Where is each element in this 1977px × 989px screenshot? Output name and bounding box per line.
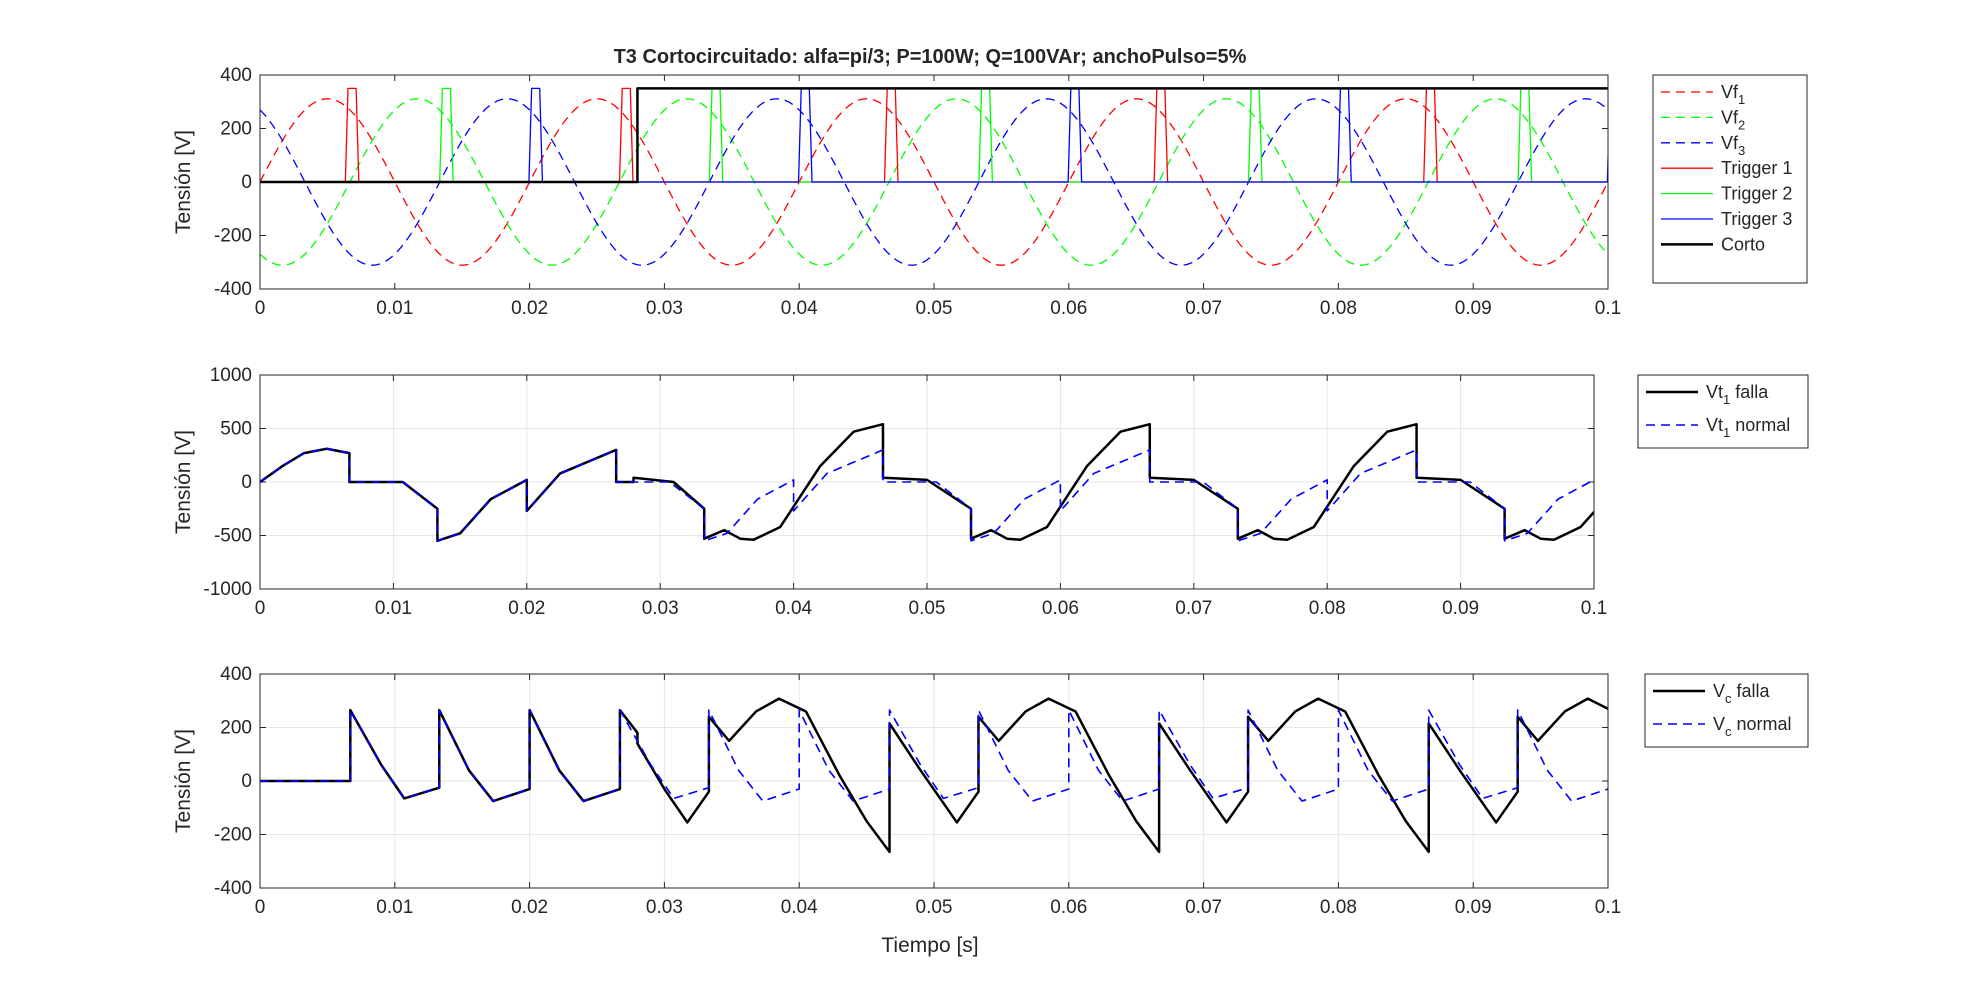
y-tick-label: -200 (214, 825, 252, 846)
axes-box (259, 374, 1595, 590)
y-tick-label: 400 (220, 664, 252, 685)
series-vf1-line (260, 98, 1608, 266)
panel-1: 0 0.01 0.02 0.03 0.04 0.05 0.06 0.07 0.08 0.09 0.1… (172, 65, 1808, 319)
y-tick-label: -1000 (203, 579, 252, 600)
series-group (260, 422, 1594, 543)
axes-box (259, 74, 1609, 290)
axes-box (259, 673, 1609, 889)
legend-entry-label: Vt1 normal (1706, 415, 1790, 440)
x-tick-label: 0.02 (511, 298, 548, 319)
x-tick-label: 0.1 (1581, 598, 1607, 619)
series-vt1-normal-line (260, 447, 1594, 542)
y-tick-label: -500 (214, 526, 252, 547)
x-tick-label: 0.07 (1185, 298, 1222, 319)
legend-entry-label: Vc falla (1713, 681, 1771, 706)
chart-title: T3 Cortocircuitado: alfa=pi/3; P=100W; Q… (614, 46, 1247, 68)
x-tick-label: 0 (255, 598, 266, 619)
x-tick-label: 0.05 (909, 598, 946, 619)
y-tick-label: -400 (214, 878, 252, 899)
y-tick-label: -400 (214, 279, 252, 300)
x-axis-label: Tiempo [s] (881, 934, 978, 957)
legend-box (1637, 374, 1809, 449)
legend-entry-label: Vc normal (1713, 714, 1792, 739)
x-tick-label: 0.09 (1455, 298, 1492, 319)
series-vt1-falla-line (260, 422, 1594, 543)
panel-2: 0 0.01 0.02 0.03 0.04 0.05 0.06 0.07 0.08 0.09 0.1… (172, 365, 1809, 619)
legend-box (1652, 74, 1808, 284)
legend-entry-label: Trigger 2 (1721, 184, 1792, 204)
series-group (260, 87, 1608, 266)
legend-entry-label: Trigger 3 (1721, 209, 1792, 229)
x-tick-label: 0.06 (1042, 598, 1079, 619)
y-axis-label: Tensión [V] (172, 430, 195, 534)
y-axis-label: Tensión [V] (172, 130, 195, 234)
legend: Vc falla Vc normal (1644, 673, 1809, 748)
x-tick-label: 0.01 (376, 897, 413, 918)
panel-3: 0 0.01 0.02 0.03 0.04 0.05 0.06 0.07 0.08 0.09 0.1… (172, 664, 1809, 918)
x-tick-label: 0.04 (781, 298, 818, 319)
y-tick-label: -200 (214, 226, 252, 247)
x-tick-label: 0 (255, 298, 266, 319)
x-tick-label: 0.04 (775, 598, 812, 619)
legend-entry-label: Corto (1721, 234, 1765, 254)
legend-entry-label: Trigger 1 (1721, 158, 1792, 178)
x-tick-label: 0.07 (1175, 598, 1212, 619)
x-tick-label: 0.07 (1185, 897, 1222, 918)
x-tick-label: 0.03 (646, 298, 683, 319)
x-tick-label: 0.02 (508, 598, 545, 619)
y-tick-label: 200 (220, 119, 252, 140)
x-tick-label: 0.08 (1309, 598, 1346, 619)
x-tick-label: 0.03 (642, 598, 679, 619)
x-tick-label: 0.02 (511, 897, 548, 918)
x-tick-label: 0.09 (1455, 897, 1492, 918)
y-tick-label: 200 (220, 718, 252, 739)
y-axis-label: Tensión [V] (172, 729, 195, 833)
x-tick-label: 0.1 (1595, 298, 1621, 319)
legend-entry-label: Vt1 falla (1706, 382, 1769, 407)
x-tick-label: 0 (255, 897, 266, 918)
series-vc-normal-line (260, 709, 1608, 802)
x-tick-label: 0.06 (1050, 298, 1087, 319)
legend-entry-label: Vf1 (1721, 82, 1745, 107)
x-tick-label: 0.08 (1320, 897, 1357, 918)
x-tick-label: 0.04 (781, 897, 818, 918)
y-tick-label: 400 (220, 65, 252, 86)
y-tick-label: 1000 (210, 365, 252, 386)
x-tick-label: 0.09 (1442, 598, 1479, 619)
x-tick-label: 0.01 (375, 598, 412, 619)
x-tick-label: 0.01 (376, 298, 413, 319)
y-tick-label: 500 (220, 419, 252, 440)
series-group (260, 697, 1608, 854)
x-tick-label: 0.08 (1320, 298, 1357, 319)
y-tick-label: 0 (241, 771, 252, 792)
legend-entry-label: Vf3 (1721, 133, 1745, 158)
legend: Vt1 falla Vt1 normal (1637, 374, 1809, 449)
x-tick-label: 0.05 (916, 897, 953, 918)
y-tick-label: 0 (241, 172, 252, 193)
x-tick-label: 0.05 (916, 298, 953, 319)
x-tick-label: 0.06 (1050, 897, 1087, 918)
legend-entry-label: Vf2 (1721, 107, 1745, 132)
x-tick-label: 0.1 (1595, 897, 1621, 918)
x-tick-label: 0.03 (646, 897, 683, 918)
legend-box (1644, 673, 1809, 748)
series-corto-line (260, 87, 1608, 184)
y-tick-label: 0 (241, 472, 252, 493)
